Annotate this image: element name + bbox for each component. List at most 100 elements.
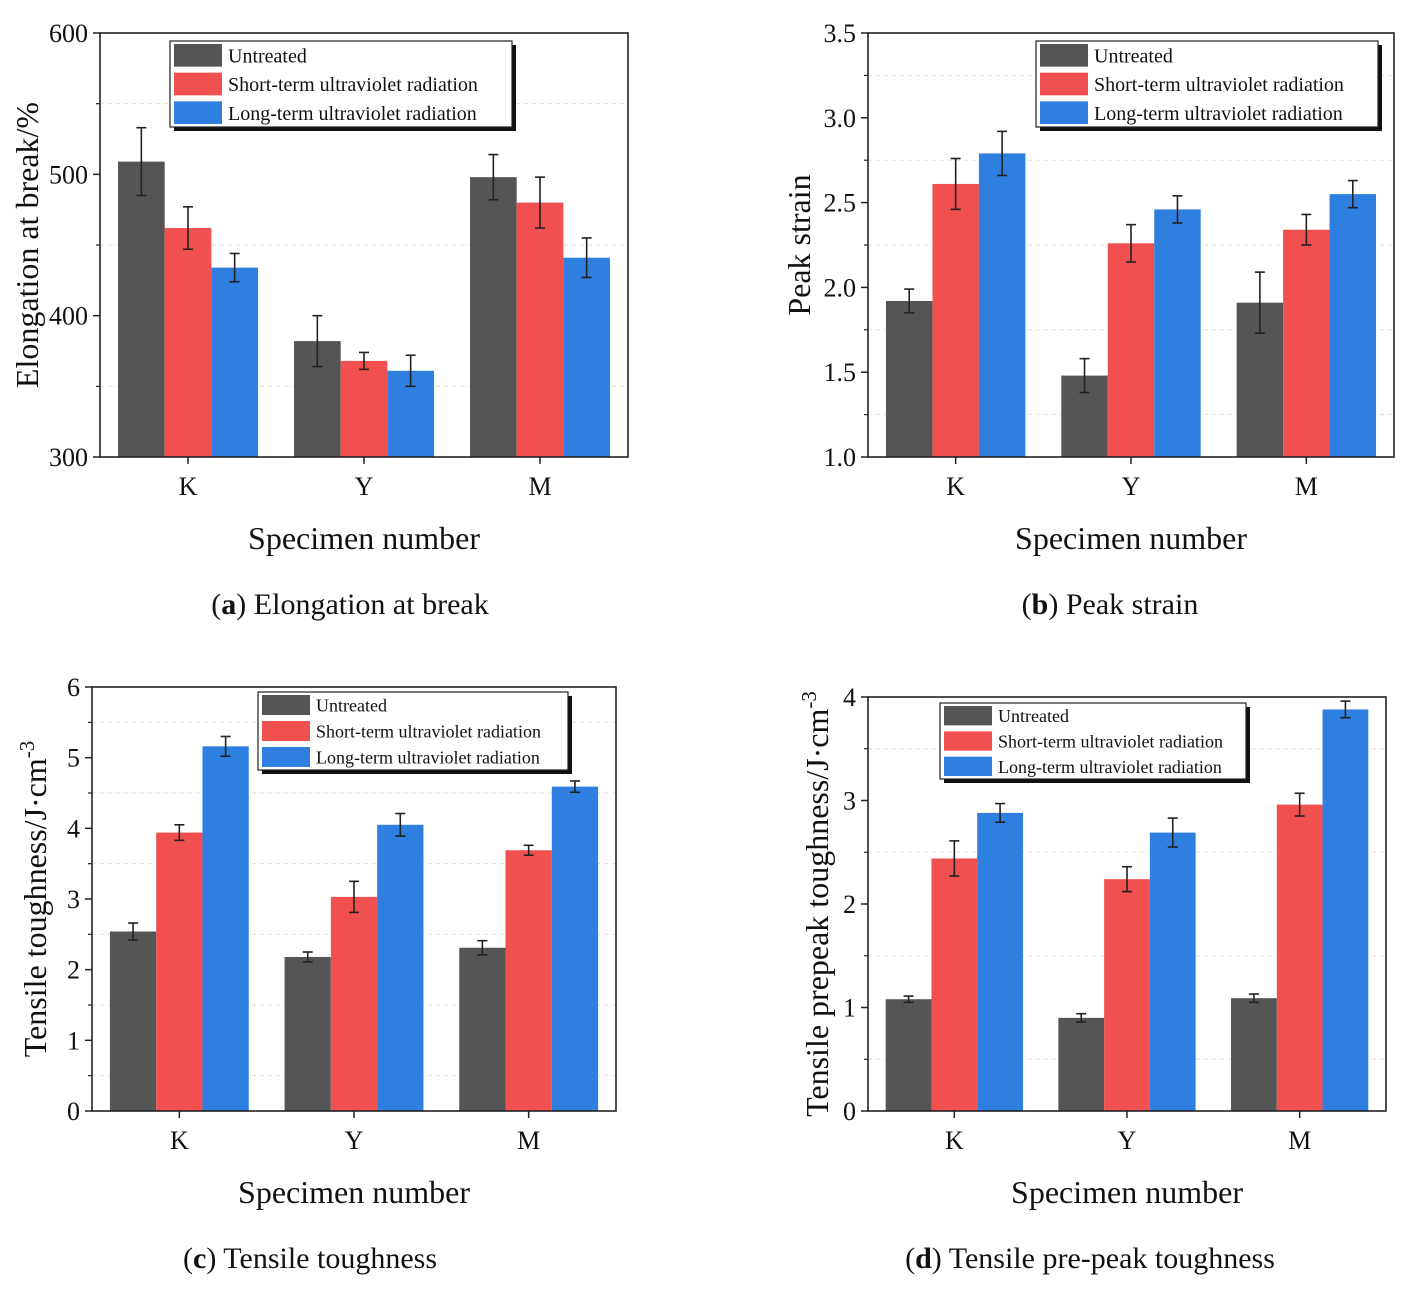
- legend-label-untreated: Untreated: [998, 706, 1069, 726]
- legend-swatch-untreated: [262, 695, 310, 715]
- bar-K-untreated: [118, 161, 165, 457]
- legend-label-untreated: Untreated: [316, 695, 387, 715]
- legend-swatch-short: [262, 721, 310, 741]
- caption-c: (c) Tensile toughness: [183, 1242, 437, 1275]
- error-bar-K-untreated: [904, 288, 915, 314]
- error-bar-Y-short: [1126, 223, 1136, 263]
- y-axis-label: Peak strain: [781, 174, 817, 315]
- y-axis-label-superscript: -3: [15, 741, 39, 759]
- bar-M-long: [1329, 194, 1377, 457]
- error-bar-M-short: [1301, 213, 1312, 246]
- bar-K-short: [156, 832, 203, 1111]
- error-bar-M-untreated: [477, 939, 488, 956]
- error-bar-Y-short: [349, 880, 359, 914]
- error-bar-K-short: [174, 823, 185, 842]
- bar-K-short: [931, 858, 978, 1111]
- bar-M-short: [1276, 804, 1323, 1111]
- x-tick-label: Y: [355, 472, 374, 501]
- error-bar-K-short: [949, 840, 960, 877]
- bar-Y-short: [340, 360, 388, 457]
- y-tick-label: 1: [843, 994, 856, 1023]
- y-tick-label: 4: [67, 814, 80, 843]
- x-tick-label: K: [170, 1126, 189, 1155]
- x-tick-label: K: [179, 472, 198, 501]
- legend: Untreated Short-term ultraviolet radiatio…: [939, 702, 1250, 783]
- y-tick-label: 5: [67, 744, 80, 773]
- legend-label-long: Long-term ultraviolet radiation: [228, 103, 477, 125]
- legend-swatch-long: [174, 101, 222, 124]
- bar-Y-short: [1104, 879, 1150, 1111]
- plot-frame: [99, 32, 629, 458]
- error-bar-Y-long: [1172, 195, 1183, 224]
- error-bar-K-untreated: [903, 995, 914, 1004]
- x-tick-label: M: [1288, 1126, 1311, 1155]
- y-tick-label: 2: [67, 956, 80, 985]
- legend-label-short: Short-term ultraviolet radiation: [998, 731, 1223, 751]
- legend-swatch-short: [174, 72, 222, 96]
- y-axis-label-superscript: -3: [797, 691, 821, 709]
- y-tick-label: 3.5: [824, 19, 857, 48]
- error-bar-Y-long: [1167, 817, 1178, 848]
- bar-M-short: [516, 202, 564, 457]
- error-bar-K-untreated: [128, 922, 139, 941]
- y-axis-label: Tensile toughness/J·cm-3: [15, 741, 53, 1058]
- error-bar-K-short: [950, 157, 961, 211]
- error-bar-M-untreated: [488, 153, 499, 201]
- bar-Y-long: [1149, 832, 1196, 1111]
- y-tick-label: 1.0: [824, 443, 857, 472]
- y-tick-label: 2.5: [824, 189, 857, 218]
- bar-Y-short: [330, 896, 378, 1111]
- error-bar-K-long: [997, 130, 1008, 177]
- y-tick-label: 2.0: [824, 273, 857, 302]
- bar-M-short: [1283, 229, 1330, 457]
- y-tick-label: 1: [67, 1026, 80, 1055]
- x-tick-label: Y: [1118, 1126, 1137, 1155]
- x-tick-label: K: [945, 1126, 964, 1155]
- error-bar-Y-untreated: [1079, 357, 1090, 394]
- bar-K-untreated: [885, 999, 932, 1111]
- legend-box: [169, 40, 513, 128]
- y-tick-label: 3: [67, 885, 80, 914]
- plot-frame: [91, 686, 617, 1112]
- error-bar-K-long: [220, 735, 231, 758]
- error-bar-K-short: [183, 206, 193, 251]
- legend-swatch-long: [944, 756, 992, 776]
- chart-panel-a: K Y M 300 400 500 600 Specimen number Elongation…: [9, 19, 629, 556]
- legend: Untreated Short-term ultraviolet radiatio…: [1035, 40, 1382, 131]
- error-bar-Y-untreated: [312, 314, 323, 368]
- error-bar-K-long: [229, 252, 240, 283]
- x-tick-label: M: [517, 1126, 540, 1155]
- legend-label-long: Long-term ultraviolet radiation: [1094, 103, 1343, 125]
- legend-box: [1035, 40, 1379, 128]
- chart-panel-d: K Y M 0 1 2 3 4 Specimen number Tensile prepeak t…: [797, 683, 1387, 1210]
- bar-M-long: [551, 786, 599, 1111]
- error-bar-Y-untreated: [302, 951, 313, 963]
- y-tick-label: 300: [49, 443, 88, 472]
- x-tick-label: Y: [345, 1126, 364, 1155]
- bar-Y-long: [377, 824, 424, 1111]
- bar-K-long: [977, 812, 1023, 1111]
- bar-M-untreated: [1231, 998, 1277, 1111]
- y-axis-label: Elongation at break/%: [9, 102, 45, 388]
- plot-frame: [867, 696, 1387, 1112]
- legend-label-untreated: Untreated: [228, 46, 307, 68]
- bar-K-short: [164, 228, 212, 457]
- error-bar-M-untreated: [1254, 271, 1265, 334]
- y-tick-label: 4: [843, 683, 856, 712]
- error-bar-M-long: [569, 780, 580, 794]
- legend: Untreated Short-term ultraviolet radiatio…: [169, 40, 516, 131]
- caption-d: (d) Tensile pre-peak toughness: [905, 1242, 1275, 1275]
- x-axis-label: Specimen number: [1015, 520, 1247, 556]
- bar-Y-untreated: [1058, 1017, 1105, 1111]
- y-tick-label: 6: [67, 673, 80, 702]
- y-tick-label: 400: [49, 302, 88, 331]
- y-axis-label: Tensile prepeak toughness/J·cm-3: [797, 691, 835, 1117]
- error-bar-Y-short: [359, 351, 369, 371]
- y-tick-label: 3.0: [824, 104, 857, 133]
- y-tick-label: 0: [843, 1097, 856, 1126]
- x-tick-label: Y: [1122, 472, 1141, 501]
- error-bar-M-long: [1340, 700, 1351, 719]
- legend: Untreated Short-term ultraviolet radiatio…: [257, 691, 572, 774]
- legend-label-short: Short-term ultraviolet radiation: [1094, 74, 1344, 96]
